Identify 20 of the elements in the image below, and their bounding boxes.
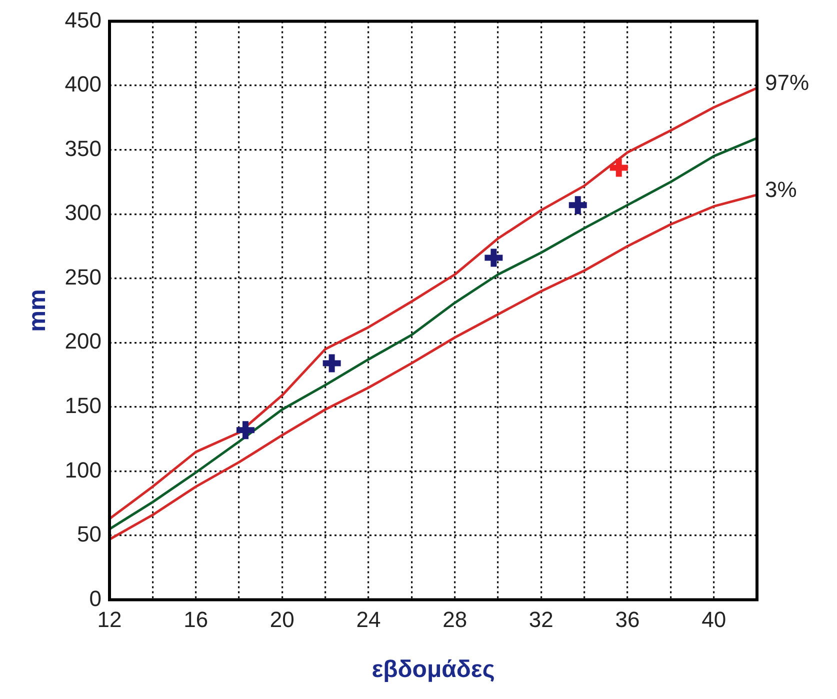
y-tick-label: 400 bbox=[64, 72, 102, 97]
x-tick-label: 24 bbox=[356, 607, 381, 632]
x-tick-label: 32 bbox=[528, 607, 554, 632]
x-tick-label: 28 bbox=[442, 607, 468, 632]
x-tick-label: 36 bbox=[615, 607, 640, 632]
y-tick-label: 250 bbox=[64, 264, 102, 290]
x-axis-title: εβδομάδες bbox=[372, 656, 495, 684]
y-tick-label: 450 bbox=[64, 7, 102, 32]
y-tick-label: 100 bbox=[64, 457, 102, 482]
x-tick-label: 20 bbox=[270, 607, 294, 632]
x-tick-label: 16 bbox=[184, 607, 208, 632]
series-label: 3% bbox=[765, 176, 797, 202]
y-axis-title: mm bbox=[24, 289, 52, 332]
y-tick-label: 350 bbox=[64, 136, 102, 161]
y-tick-label: 200 bbox=[64, 328, 102, 354]
series-label: 97% bbox=[765, 70, 810, 96]
y-tick-label: 50 bbox=[77, 522, 102, 547]
x-tick-label: 40 bbox=[702, 607, 726, 632]
y-tick-label: 150 bbox=[64, 392, 102, 418]
y-tick-label: 300 bbox=[64, 200, 102, 226]
